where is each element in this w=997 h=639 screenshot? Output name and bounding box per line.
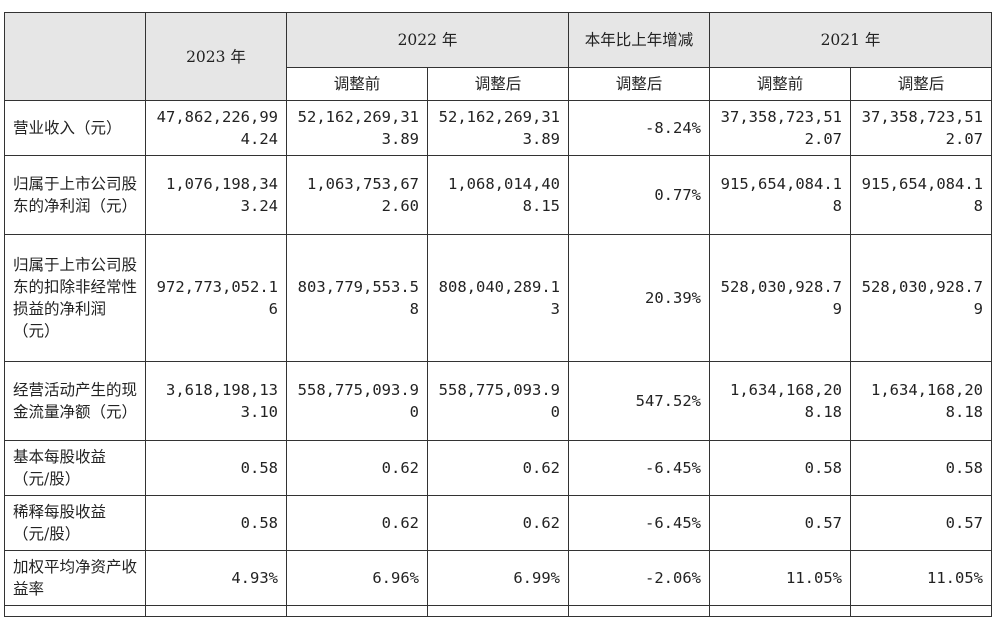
- cell-2021-after: 0.58: [850, 440, 992, 496]
- empty-cell: [427, 605, 569, 617]
- cell-2022-before: 803,779,553.58: [286, 234, 428, 362]
- table-row: 归属于上市公司股东的扣除非经常性损益的净利润（元） 972,773,052.16…: [4, 234, 992, 362]
- header-2022: 2022 年: [286, 12, 569, 68]
- empty-cell: [145, 605, 287, 617]
- cell-2021-before: 37,358,723,512.07: [709, 100, 851, 156]
- header-row-1: 2023 年 2022 年 本年比上年增减 2021 年: [4, 12, 992, 101]
- cell-change: -8.24%: [568, 100, 710, 156]
- cell-2022-before: 558,775,093.90: [286, 361, 428, 441]
- cell-2021-after: 11.05%: [850, 550, 992, 606]
- cell-2022-after: 0.62: [427, 495, 569, 551]
- row-label: 归属于上市公司股东的净利润（元）: [4, 155, 146, 235]
- row-label: 加权平均净资产收益率: [4, 550, 146, 606]
- cell-2023: 0.58: [145, 495, 287, 551]
- header-2021: 2021 年: [709, 12, 992, 68]
- cell-change: -2.06%: [568, 550, 710, 606]
- header-2022-before: 调整前: [286, 67, 428, 101]
- cell-2023: 972,773,052.16: [145, 234, 287, 362]
- row-label: 经营活动产生的现金流量净额（元）: [4, 361, 146, 441]
- table-row-partial: [4, 605, 992, 617]
- cell-change: 0.77%: [568, 155, 710, 235]
- cell-2022-after: 1,068,014,408.15: [427, 155, 569, 235]
- cell-2022-before: 0.62: [286, 495, 428, 551]
- cell-2022-after: 808,040,289.13: [427, 234, 569, 362]
- cell-2022-after: 6.99%: [427, 550, 569, 606]
- cell-2021-before: 0.58: [709, 440, 851, 496]
- cell-2022-after: 52,162,269,313.89: [427, 100, 569, 156]
- cell-2021-after: 915,654,084.18: [850, 155, 992, 235]
- financial-table-container: 2023 年 2022 年 本年比上年增减 2021 年 调整前 调整后 调整后…: [4, 12, 992, 617]
- row-label: 归属于上市公司股东的扣除非经常性损益的净利润（元）: [4, 234, 146, 362]
- header-change: 本年比上年增减: [568, 12, 710, 68]
- cell-2021-before: 915,654,084.18: [709, 155, 851, 235]
- empty-cell: [850, 605, 992, 617]
- header-change-after: 调整后: [568, 67, 710, 101]
- table-row: 归属于上市公司股东的净利润（元） 1,076,198,343.24 1,063,…: [4, 155, 992, 235]
- empty-cell: [286, 605, 428, 617]
- financial-summary-table: 2023 年 2022 年 本年比上年增减 2021 年 调整前 调整后 调整后…: [4, 12, 992, 617]
- cell-2023: 3,618,198,133.10: [145, 361, 287, 441]
- cell-2022-before: 6.96%: [286, 550, 428, 606]
- cell-2022-before: 0.62: [286, 440, 428, 496]
- cell-2021-after: 0.57: [850, 495, 992, 551]
- table-row: 经营活动产生的现金流量净额（元） 3,618,198,133.10 558,77…: [4, 361, 992, 441]
- cell-2021-after: 37,358,723,512.07: [850, 100, 992, 156]
- table-row: 稀释每股收益（元/股） 0.58 0.62 0.62 -6.45% 0.57 0…: [4, 495, 992, 551]
- row-label: 基本每股收益（元/股）: [4, 440, 146, 496]
- cell-2023: 47,862,226,994.24: [145, 100, 287, 156]
- cell-change: 547.52%: [568, 361, 710, 441]
- cell-change: -6.45%: [568, 440, 710, 496]
- cell-2023: 0.58: [145, 440, 287, 496]
- cell-2021-after: 528,030,928.79: [850, 234, 992, 362]
- cell-2023: 4.93%: [145, 550, 287, 606]
- empty-cell: [4, 605, 146, 617]
- header-corner-cell: [4, 12, 146, 101]
- cell-2021-before: 0.57: [709, 495, 851, 551]
- header-2022-after: 调整后: [427, 67, 569, 101]
- row-label: 营业收入（元）: [4, 100, 146, 156]
- header-row-2: 调整前 调整后 调整后 调整前 调整后: [5, 67, 992, 101]
- cell-2022-before: 1,063,753,672.60: [286, 155, 428, 235]
- cell-2021-before: 11.05%: [709, 550, 851, 606]
- cell-change: -6.45%: [568, 495, 710, 551]
- empty-cell: [568, 605, 710, 617]
- cell-2021-before: 528,030,928.79: [709, 234, 851, 362]
- cell-2022-after: 558,775,093.90: [427, 361, 569, 441]
- header-2023: 2023 年: [145, 12, 287, 101]
- table-row: 加权平均净资产收益率 4.93% 6.96% 6.99% -2.06% 11.0…: [4, 550, 992, 606]
- cell-2022-after: 0.62: [427, 440, 569, 496]
- table-row: 营业收入（元） 47,862,226,994.24 52,162,269,313…: [4, 100, 992, 156]
- cell-2022-before: 52,162,269,313.89: [286, 100, 428, 156]
- cell-change: 20.39%: [568, 234, 710, 362]
- header-2021-before: 调整前: [709, 67, 851, 101]
- cell-2021-after: 1,634,168,208.18: [850, 361, 992, 441]
- cell-2021-before: 1,634,168,208.18: [709, 361, 851, 441]
- row-label: 稀释每股收益（元/股）: [4, 495, 146, 551]
- cell-2023: 1,076,198,343.24: [145, 155, 287, 235]
- empty-cell: [709, 605, 851, 617]
- table-row: 基本每股收益（元/股） 0.58 0.62 0.62 -6.45% 0.58 0…: [4, 440, 992, 496]
- header-2021-after: 调整后: [850, 67, 992, 101]
